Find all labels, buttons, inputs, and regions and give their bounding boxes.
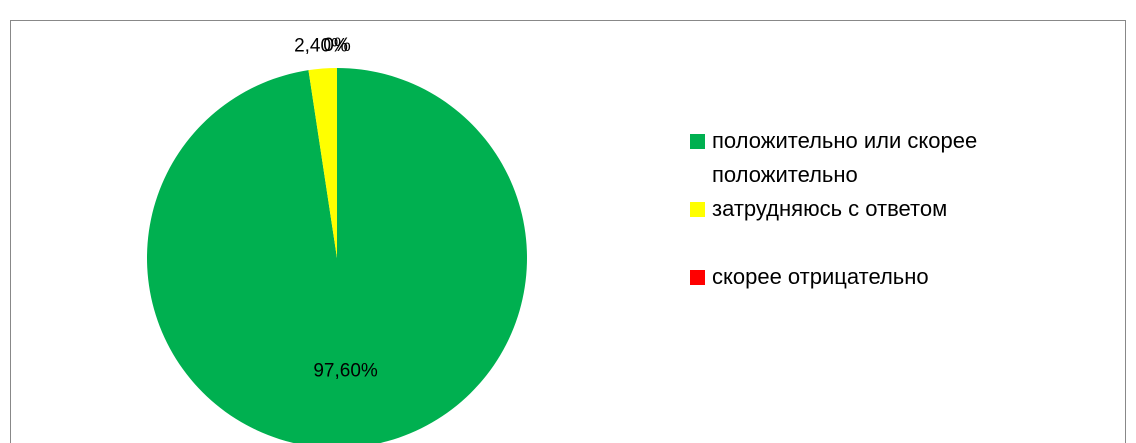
legend-label: затрудняюсь с ответом xyxy=(712,196,948,221)
legend-swatch xyxy=(690,202,705,217)
chart-frame xyxy=(10,20,1126,443)
pie-slice xyxy=(147,68,527,443)
data-label: 2,40% xyxy=(294,36,348,57)
legend-item: скорее отрицательно xyxy=(690,260,1072,294)
legend-label: положительно или скорее положительно xyxy=(712,128,978,187)
legend-item: положительно или скорее положительно xyxy=(690,124,1042,192)
data-label: 0% xyxy=(323,35,351,56)
legend-item: затрудняюсь с ответом xyxy=(690,192,1072,226)
pie-slice xyxy=(308,68,337,258)
legend-label: скорее отрицательно xyxy=(712,264,929,289)
legend-swatch xyxy=(690,134,705,149)
legend-swatch xyxy=(690,270,705,285)
data-label: 97,60% xyxy=(313,361,378,382)
